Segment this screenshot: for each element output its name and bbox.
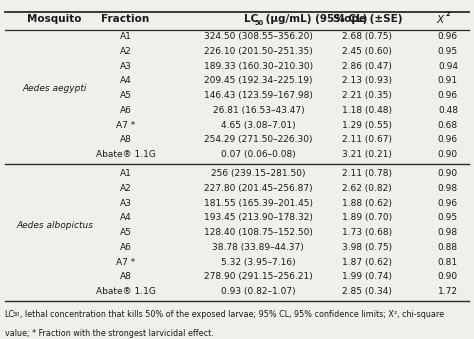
Text: 26.81 (16.53–43.47): 26.81 (16.53–43.47) (212, 106, 304, 115)
Text: 2.11 (0.78): 2.11 (0.78) (342, 169, 392, 178)
Text: 0.90: 0.90 (438, 169, 458, 178)
Text: A6: A6 (119, 243, 132, 252)
Text: 0.81: 0.81 (438, 258, 458, 267)
Text: A3: A3 (119, 199, 132, 208)
Text: Aedes albopictus: Aedes albopictus (16, 221, 93, 230)
Text: 181.55 (165.39–201.45): 181.55 (165.39–201.45) (204, 199, 313, 208)
Text: 5.32 (3.95–7.16): 5.32 (3.95–7.16) (221, 258, 296, 267)
Text: 2.13 (0.93): 2.13 (0.93) (342, 76, 392, 85)
Text: 2.68 (0.75): 2.68 (0.75) (342, 32, 392, 41)
Text: Aedes aegypti: Aedes aegypti (22, 84, 87, 93)
Text: LC: LC (244, 14, 258, 24)
Text: 0.91: 0.91 (438, 76, 458, 85)
Text: 1.87 (0.62): 1.87 (0.62) (342, 258, 392, 267)
Text: A6: A6 (119, 106, 132, 115)
Text: 227.80 (201.45–256.87): 227.80 (201.45–256.87) (204, 184, 313, 193)
Text: 0.98: 0.98 (438, 228, 458, 237)
Text: 0.90: 0.90 (438, 150, 458, 159)
Text: (μg/mL) (95% CL): (μg/mL) (95% CL) (262, 14, 367, 24)
Text: A3: A3 (119, 62, 132, 71)
Text: 324.50 (308.55–356.20): 324.50 (308.55–356.20) (204, 32, 313, 41)
Text: 2.21 (0.35): 2.21 (0.35) (342, 91, 392, 100)
Text: 278.90 (291.15–256.21): 278.90 (291.15–256.21) (204, 273, 313, 281)
Text: 193.45 (213.90–178.32): 193.45 (213.90–178.32) (204, 214, 313, 222)
Text: value; * Fraction with the strongest larvicidal effect.: value; * Fraction with the strongest lar… (5, 329, 213, 338)
Text: 256 (239.15–281.50): 256 (239.15–281.50) (211, 169, 306, 178)
Text: 1.18 (0.48): 1.18 (0.48) (342, 106, 392, 115)
Text: A8: A8 (119, 273, 132, 281)
Text: 1.73 (0.68): 1.73 (0.68) (342, 228, 392, 237)
Text: A7 *: A7 * (116, 121, 135, 129)
Text: 1.29 (0.55): 1.29 (0.55) (342, 121, 392, 129)
Text: 1.99 (0.74): 1.99 (0.74) (342, 273, 392, 281)
Text: Abate® 1.1G: Abate® 1.1G (96, 150, 155, 159)
Text: 0.96: 0.96 (438, 91, 458, 100)
Text: 0.90: 0.90 (438, 273, 458, 281)
Text: 0.07 (0.06–0.08): 0.07 (0.06–0.08) (221, 150, 296, 159)
Text: A4: A4 (120, 76, 131, 85)
Text: LC: LC (5, 310, 15, 319)
Text: 0.48: 0.48 (438, 106, 458, 115)
Text: 0.95: 0.95 (438, 47, 458, 56)
Text: A1: A1 (119, 169, 132, 178)
Text: Slope (±SE): Slope (±SE) (333, 14, 402, 24)
Text: A4: A4 (120, 214, 131, 222)
Text: Mosquito: Mosquito (27, 14, 82, 24)
Text: A7 *: A7 * (116, 258, 135, 267)
Text: 0.88: 0.88 (438, 243, 458, 252)
Text: 1.88 (0.62): 1.88 (0.62) (342, 199, 392, 208)
Text: 189.33 (160.30–210.30): 189.33 (160.30–210.30) (204, 62, 313, 71)
Text: 146.43 (123.59–167.98): 146.43 (123.59–167.98) (204, 91, 313, 100)
Text: 3.21 (0.21): 3.21 (0.21) (342, 150, 392, 159)
Text: A5: A5 (119, 228, 132, 237)
Text: 1.72: 1.72 (438, 287, 458, 296)
Text: 50: 50 (13, 312, 20, 317)
Text: A2: A2 (120, 47, 131, 56)
Text: , lethal concentration that kills 50% of the exposed larvae; 95% CL, 95% confide: , lethal concentration that kills 50% of… (20, 310, 444, 319)
Text: 0.93 (0.82–1.07): 0.93 (0.82–1.07) (221, 287, 296, 296)
Text: 2: 2 (446, 11, 450, 17)
Text: 0.68: 0.68 (438, 121, 458, 129)
Text: 2.11 (0.67): 2.11 (0.67) (342, 135, 392, 144)
Text: 1.89 (0.70): 1.89 (0.70) (342, 214, 392, 222)
Text: $\it{X}$: $\it{X}$ (436, 13, 446, 25)
Text: 0.96: 0.96 (438, 32, 458, 41)
Text: 0.96: 0.96 (438, 199, 458, 208)
Text: 2.85 (0.34): 2.85 (0.34) (342, 287, 392, 296)
Text: 2.45 (0.60): 2.45 (0.60) (342, 47, 392, 56)
Text: Abate® 1.1G: Abate® 1.1G (96, 287, 155, 296)
Text: 254.29 (271.50–226.30): 254.29 (271.50–226.30) (204, 135, 312, 144)
Text: 4.65 (3.08–7.01): 4.65 (3.08–7.01) (221, 121, 296, 129)
Text: 0.96: 0.96 (438, 135, 458, 144)
Text: A5: A5 (119, 91, 132, 100)
Text: 226.10 (201.50–251.35): 226.10 (201.50–251.35) (204, 47, 313, 56)
Text: 0.98: 0.98 (438, 184, 458, 193)
Text: 128.40 (108.75–152.50): 128.40 (108.75–152.50) (204, 228, 313, 237)
Text: 2.62 (0.82): 2.62 (0.82) (343, 184, 392, 193)
Text: A2: A2 (120, 184, 131, 193)
Text: Fraction: Fraction (101, 14, 150, 24)
Text: A8: A8 (119, 135, 132, 144)
Text: 209.45 (192.34–225.19): 209.45 (192.34–225.19) (204, 76, 312, 85)
Text: 3.98 (0.75): 3.98 (0.75) (342, 243, 392, 252)
Text: 0.94: 0.94 (438, 62, 458, 71)
Text: 0.95: 0.95 (438, 214, 458, 222)
Text: 50: 50 (255, 20, 264, 26)
Text: A1: A1 (119, 32, 132, 41)
Text: 2.86 (0.47): 2.86 (0.47) (342, 62, 392, 71)
Text: 38.78 (33.89–44.37): 38.78 (33.89–44.37) (212, 243, 304, 252)
